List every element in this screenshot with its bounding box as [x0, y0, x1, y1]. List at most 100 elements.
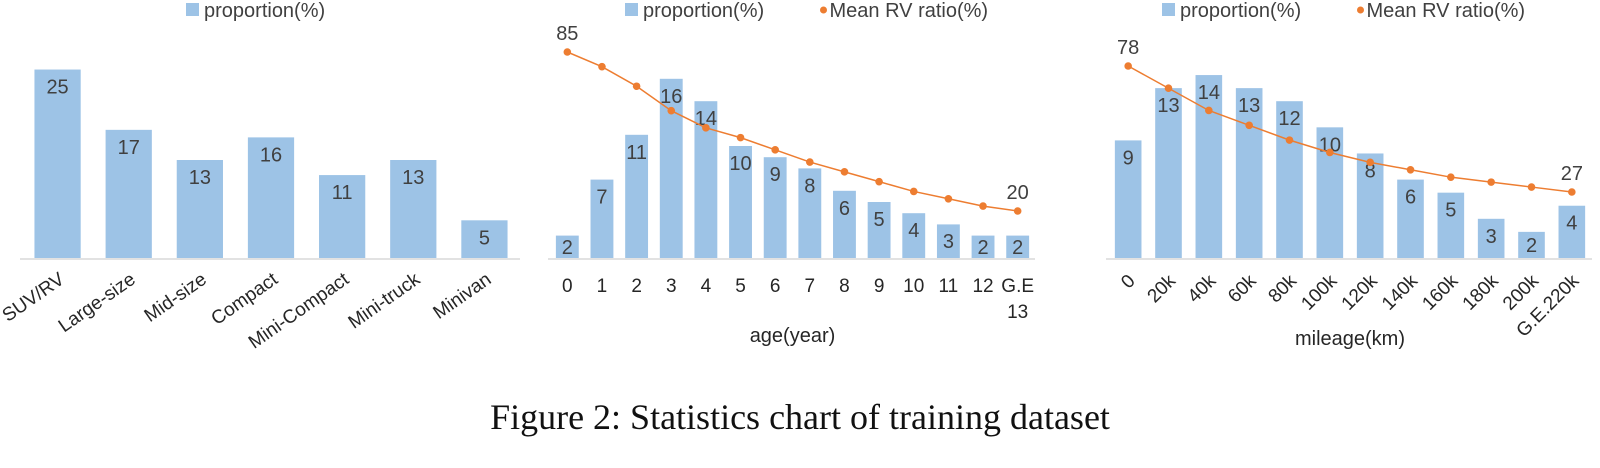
- x-tick-label: 9: [874, 276, 885, 297]
- x-tick-label: 8: [839, 276, 850, 297]
- line-point: [909, 187, 918, 196]
- line-point: [840, 168, 849, 176]
- legend-swatch-line: [820, 6, 827, 14]
- bar-data-label: 13: [189, 167, 211, 189]
- line-point: [1568, 188, 1576, 196]
- bar: [319, 175, 366, 258]
- bar-data-label: 9: [770, 164, 781, 186]
- x-tick-label: 0: [562, 276, 573, 297]
- x-axis-title: age(year): [750, 325, 836, 347]
- line-point: [1013, 207, 1022, 215]
- legend-label: proportion(%): [643, 0, 764, 22]
- x-tick-label: 7: [805, 276, 816, 297]
- bar: [729, 146, 752, 258]
- line-point: [1447, 173, 1455, 181]
- bar-data-label: 8: [804, 175, 815, 197]
- bar: [1477, 218, 1505, 258]
- x-tick-label: 11: [939, 276, 959, 297]
- x-tick-label: G.E 13: [1001, 276, 1034, 323]
- x-tick-label: Large-size: [55, 269, 140, 337]
- bar-data-label: 12: [1278, 108, 1300, 130]
- legend-label: Mean RV ratio(%): [1367, 0, 1526, 22]
- x-axis-title: mileage(km): [1295, 328, 1405, 350]
- line-point: [736, 133, 745, 142]
- bar-data-label: 4: [908, 220, 919, 242]
- x-tick-label: Mini-truck: [345, 269, 425, 334]
- line-point: [1487, 178, 1495, 186]
- bar: [659, 78, 683, 258]
- x-tick-label: 40k: [1184, 270, 1221, 307]
- x-tick-label: 4: [701, 276, 712, 297]
- x-tick-label: 3: [666, 276, 677, 297]
- bar-data-label: 10: [729, 153, 751, 175]
- x-tick-label: 2: [631, 276, 642, 297]
- bar-data-label: 5: [874, 209, 885, 231]
- bar: [798, 168, 822, 258]
- bar: [105, 129, 152, 258]
- x-tick-label: 12: [972, 276, 993, 297]
- x-tick-label: 6: [770, 276, 781, 297]
- chart-panel-3: proportion(%) Mean RV ratio(%) 9 13 14 13 12 10…: [1106, 0, 1592, 350]
- bar-data-label: 4: [1566, 213, 1577, 235]
- x-tick-label: 0: [1117, 271, 1139, 293]
- bar-data-label: 3: [1486, 226, 1497, 248]
- legend-swatch-bar: [186, 3, 199, 16]
- bar-data-label: 7: [596, 187, 607, 209]
- line-point: [1205, 106, 1213, 115]
- bar-data-label: 6: [1405, 187, 1416, 209]
- bar: [1235, 88, 1263, 258]
- x-tick-label: 160k: [1418, 270, 1462, 314]
- line-point: [875, 177, 883, 186]
- line-data-label: 85: [556, 23, 578, 45]
- line-point: [632, 82, 641, 91]
- x-tick-label: 180k: [1459, 270, 1503, 314]
- bar: [390, 160, 437, 258]
- bar: [833, 190, 856, 258]
- bar-data-label: 25: [46, 77, 68, 99]
- figure-caption: Figure 2: Statistics chart of training d…: [490, 397, 1110, 437]
- chart-panel-2: proportion(%) Mean RV ratio(%) 2 7 11 16 1 4 10 9…: [548, 0, 1035, 347]
- bar-data-label: 11: [626, 142, 647, 164]
- x-tick-label: 20k: [1144, 270, 1181, 307]
- legend-label: Mean RV ratio(%): [830, 0, 989, 22]
- legend-swatch-bar: [625, 3, 638, 16]
- bar-data-label: 16: [660, 86, 682, 108]
- x-tick-label: 100k: [1297, 270, 1341, 314]
- bar: [1114, 140, 1142, 258]
- chart-panel-1: proportion(%)2517131611135SUV/RVLarge-si…: [0, 0, 520, 353]
- bar: [1155, 88, 1182, 258]
- bar: [1006, 235, 1030, 258]
- bar: [867, 202, 891, 258]
- bar: [971, 235, 995, 258]
- x-tick-label: 80k: [1265, 270, 1302, 307]
- line-point: [771, 146, 779, 154]
- bar: [694, 101, 718, 258]
- legend-swatch-line: [1357, 6, 1364, 14]
- bar: [461, 220, 508, 258]
- x-tick-label: 1: [597, 276, 608, 297]
- bar-data-label: 6: [839, 198, 850, 220]
- line-point: [1285, 136, 1294, 144]
- x-tick-label: 10: [903, 276, 924, 297]
- bar: [1356, 153, 1384, 258]
- bar-data-label: 11: [332, 182, 353, 204]
- line-point: [944, 194, 953, 203]
- line-point: [1245, 121, 1253, 130]
- bar-data-label: 8: [1365, 160, 1376, 182]
- line-point: [598, 62, 606, 71]
- bar: [555, 235, 579, 258]
- bar-data-label: 2: [1526, 235, 1537, 257]
- line-point: [1164, 84, 1173, 93]
- legend-swatch-bar: [1162, 3, 1175, 16]
- bar: [247, 137, 295, 258]
- line-point: [702, 124, 710, 132]
- bar-data-label: 5: [1445, 200, 1456, 222]
- bar-data-label: 9: [1123, 147, 1134, 169]
- line-point: [1124, 62, 1132, 70]
- x-tick-label: 5: [735, 276, 746, 297]
- bar: [1437, 192, 1465, 258]
- bar: [176, 160, 223, 258]
- bar-data-label: 13: [402, 167, 424, 189]
- bar-data-label: 3: [943, 231, 954, 253]
